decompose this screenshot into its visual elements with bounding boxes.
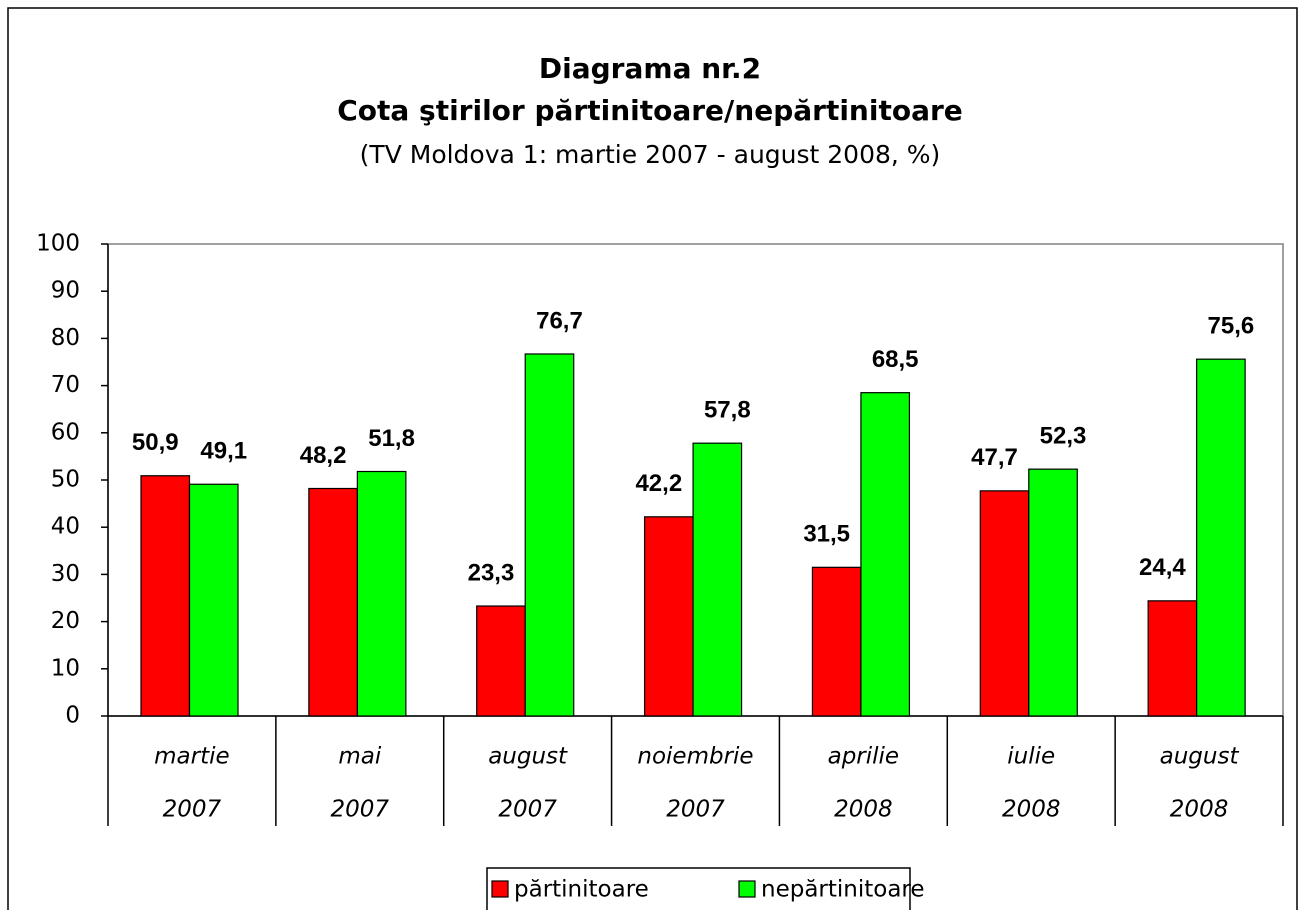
chart-border [7,7,1298,910]
y-tick-label: 60 [51,419,80,445]
x-tick-label: martie [154,744,230,770]
bar [308,487,358,717]
x-tick-label: 2007 [666,797,725,823]
data-label: 47,7 [971,444,1018,471]
y-tick-label: 30 [51,561,80,587]
bar [356,470,407,717]
data-label: 76,7 [536,307,583,334]
chart-subtitle-bold: Cota ştirilor părtinitoare/nepărtinitoar… [337,94,963,127]
data-label: 52,3 [1040,422,1087,449]
bar [476,605,526,717]
data-label: 48,2 [300,442,347,469]
x-tick-label: mai [338,744,381,770]
legend-swatch [738,880,756,898]
y-tick-label: 40 [51,514,80,540]
bar [140,475,191,717]
data-label: 24,4 [1139,554,1186,581]
y-tick-label: 100 [36,231,80,257]
bar [1028,468,1078,717]
y-tick-label: 80 [51,325,80,351]
bar [524,353,575,717]
data-label: 68,5 [872,346,919,373]
data-label: 31,5 [803,521,850,548]
bar [643,516,694,717]
x-tick-label: august [488,744,568,770]
x-tick-label: iulie [1007,744,1055,770]
x-tick-label: aprilie [828,744,899,770]
legend-swatch [491,880,509,898]
legend-label: nepărtinitoare [761,877,925,903]
x-tick-label: 2007 [331,797,390,823]
data-label: 49,1 [200,438,247,465]
x-tick-label: 2008 [1002,797,1061,823]
bar [1196,358,1246,717]
x-tick-label: noiembrie [637,744,753,770]
y-tick-label: 50 [51,467,80,493]
y-tick-label: 20 [51,608,80,634]
x-tick-label: august [1160,744,1240,770]
x-tick-label: 2007 [498,797,557,823]
chart-title: Diagrama nr.2 [539,52,761,85]
bar [692,442,743,717]
x-tick-label: 2007 [163,797,222,823]
data-label: 50,9 [132,429,179,456]
data-label: 23,3 [468,559,515,586]
bar [1147,600,1198,717]
bar [860,392,911,717]
data-label: 57,8 [704,397,751,424]
y-tick-label: 0 [65,703,80,729]
y-tick-label: 90 [51,278,80,304]
bar [811,566,862,717]
legend [486,867,911,910]
data-label: 75,6 [1208,313,1255,340]
bar [979,490,1030,717]
legend-label: părtinitoare [514,877,649,903]
x-tick-label: 2008 [1170,797,1229,823]
data-label: 42,2 [635,470,682,497]
y-tick-label: 70 [51,372,80,398]
chart-subtitle: (TV Moldova 1: martie 2007 - august 2008… [360,140,941,169]
y-tick-label: 10 [51,655,80,681]
x-tick-label: 2008 [834,797,893,823]
data-label: 51,8 [368,425,415,452]
bar [188,483,239,717]
